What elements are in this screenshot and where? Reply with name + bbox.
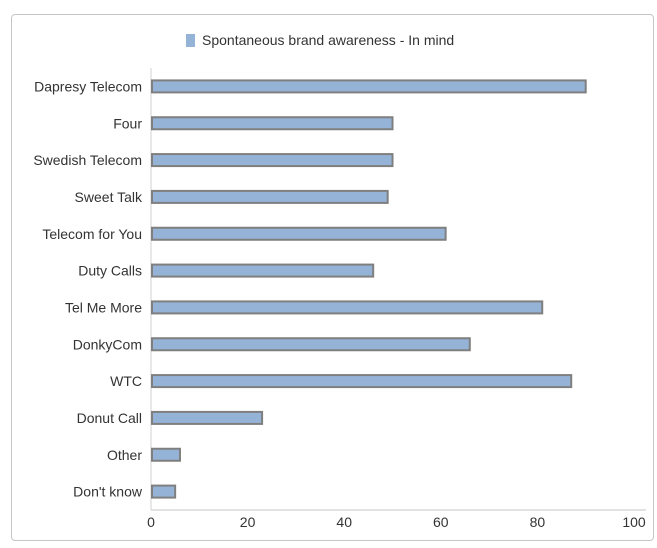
bar: [151, 189, 389, 204]
bar: [151, 410, 264, 425]
chart-legend: Spontaneous brand awareness - In mind: [186, 31, 454, 49]
category-label: Four: [113, 115, 142, 131]
bar: [151, 263, 375, 278]
bar: [151, 116, 394, 131]
bar: [151, 484, 177, 499]
bar: [151, 447, 181, 462]
bar: [151, 226, 447, 241]
category-label: Other: [107, 447, 142, 463]
category-label: Sweet Talk: [75, 189, 143, 205]
category-label: Donut Call: [77, 410, 142, 426]
x-tick-label: 40: [336, 514, 352, 530]
category-label: Don't know: [73, 484, 143, 500]
category-label: Swedish Telecom: [33, 152, 142, 168]
legend-label: Spontaneous brand awareness - In mind: [202, 32, 455, 48]
legend-swatch: [186, 33, 195, 47]
bar: [151, 374, 573, 389]
x-tick-label: 0: [147, 514, 155, 530]
bar: [151, 337, 471, 352]
category-label: Tel Me More: [65, 299, 142, 315]
bar: [151, 153, 394, 168]
category-label: Telecom for You: [42, 226, 142, 242]
bar: [151, 300, 544, 315]
x-tick-label: 80: [530, 514, 546, 530]
x-tick-label: 20: [240, 514, 256, 530]
bar: [151, 79, 587, 94]
x-tick-label: 100: [622, 514, 646, 530]
category-label: DonkyCom: [73, 336, 142, 352]
category-label: Dapresy Telecom: [34, 78, 142, 94]
x-tick-label: 60: [433, 514, 449, 530]
category-label: WTC: [110, 373, 142, 389]
category-label: Duty Calls: [78, 263, 142, 279]
